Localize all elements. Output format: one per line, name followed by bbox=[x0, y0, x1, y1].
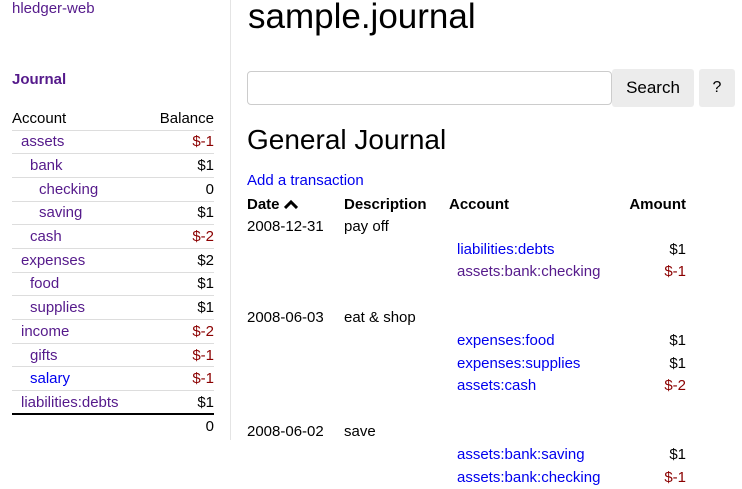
posting-account[interactable]: assets:cash bbox=[457, 377, 537, 395]
posting-account[interactable]: expenses:supplies bbox=[457, 354, 581, 372]
posting-row: liabilities:debts $1 bbox=[247, 238, 686, 261]
transaction-row: 2008-12-31 pay off bbox=[247, 215, 686, 238]
account-link[interactable]: income bbox=[21, 322, 70, 340]
posting-row: assets:cash $-2 bbox=[247, 375, 686, 398]
balance: $-1 bbox=[145, 342, 214, 367]
account-row: salary $-1 bbox=[12, 366, 214, 391]
amount-header: Amount bbox=[629, 195, 686, 213]
posting-row: expenses:food $1 bbox=[247, 329, 686, 352]
posting-account[interactable]: expenses:food bbox=[457, 331, 555, 349]
description: pay off bbox=[344, 217, 389, 235]
posting-row: expenses:supplies $1 bbox=[247, 352, 686, 375]
account-row: gifts $-1 bbox=[12, 342, 214, 367]
posting-amount: $1 bbox=[669, 331, 686, 349]
account-link[interactable]: checking bbox=[39, 180, 99, 198]
balance: $1 bbox=[145, 271, 214, 296]
account-row: income $-2 bbox=[12, 319, 214, 344]
posting-amount: $-1 bbox=[664, 263, 686, 281]
account-row: supplies $1 bbox=[12, 295, 214, 320]
account-row: bank $1 bbox=[12, 153, 214, 178]
search-button[interactable]: Search bbox=[612, 69, 694, 107]
sidebar: hledger-web Journal Account Balance asset… bbox=[0, 0, 231, 440]
add-transaction-link[interactable]: Add a transaction bbox=[247, 172, 364, 189]
account-link[interactable]: bank bbox=[30, 157, 63, 175]
account-link[interactable]: gifts bbox=[30, 346, 58, 364]
date: 2008-06-03 bbox=[247, 309, 324, 327]
balance-table: Account Balance assets $-1 bank $1 checking… bbox=[12, 108, 214, 438]
balance: $1 bbox=[145, 390, 214, 415]
balance: $1 bbox=[145, 153, 214, 178]
date-header[interactable]: Date bbox=[247, 193, 344, 215]
account-row: assets $-1 bbox=[12, 129, 214, 154]
account-row: checking 0 bbox=[12, 176, 214, 202]
posting-account[interactable]: assets:bank:checking bbox=[457, 468, 601, 486]
account-link[interactable]: cash bbox=[30, 228, 62, 246]
account-link[interactable]: food bbox=[30, 275, 60, 293]
account-row: cash $-2 bbox=[12, 224, 214, 249]
account-link[interactable]: saving bbox=[39, 204, 83, 222]
balance-header: Balance bbox=[159, 110, 214, 128]
posting-amount: $1 bbox=[669, 240, 686, 258]
journal-table: Date Description Account Amount 2008-12-… bbox=[247, 193, 686, 489]
posting-amount: $1 bbox=[669, 445, 686, 463]
account-link[interactable]: expenses bbox=[21, 251, 86, 269]
account-link[interactable]: assets bbox=[21, 133, 65, 151]
account-row: food $1 bbox=[12, 271, 214, 296]
account-link[interactable]: supplies bbox=[30, 299, 86, 317]
caret-up-icon bbox=[283, 199, 298, 209]
balance: $1 bbox=[145, 200, 214, 225]
help-button[interactable]: ? bbox=[699, 69, 735, 107]
posting-account[interactable]: liabilities:debts bbox=[457, 240, 555, 258]
description-header: Description bbox=[344, 195, 427, 213]
brand-link[interactable]: hledger-web bbox=[12, 0, 95, 17]
posting-amount: $-2 bbox=[664, 377, 686, 395]
posting-account[interactable]: assets:bank:saving bbox=[457, 445, 585, 463]
balance: $-1 bbox=[145, 129, 214, 154]
date: 2008-06-02 bbox=[247, 423, 324, 441]
balance: $1 bbox=[145, 295, 214, 320]
posting-row: assets:bank:checking $-1 bbox=[247, 261, 686, 284]
balance: $-1 bbox=[145, 366, 214, 391]
balance: $-2 bbox=[145, 224, 214, 249]
account-row: expenses $2 bbox=[12, 247, 214, 273]
posting-row: assets:bank:saving $1 bbox=[247, 443, 686, 466]
account-header: Account bbox=[449, 195, 509, 213]
balance: $-2 bbox=[145, 319, 214, 344]
posting-amount: $-1 bbox=[664, 468, 686, 486]
journal-heading: General Journal bbox=[247, 124, 447, 155]
account-link[interactable]: salary bbox=[30, 370, 71, 388]
account-row: saving $1 bbox=[12, 200, 214, 225]
header-row: Date Description Account Amount bbox=[247, 193, 686, 215]
account-header: Account bbox=[12, 110, 67, 128]
balance: $2 bbox=[145, 247, 214, 273]
posting-row: assets:bank:checking $-1 bbox=[247, 466, 686, 489]
balance: 0 bbox=[145, 176, 214, 202]
journal-link[interactable]: Journal bbox=[12, 71, 67, 88]
posting-account[interactable]: assets:bank:checking bbox=[457, 263, 601, 281]
transaction-row: 2008-06-03 eat & shop bbox=[247, 306, 686, 329]
total-row: 0 bbox=[12, 413, 214, 438]
description: save bbox=[344, 423, 376, 441]
description: eat & shop bbox=[344, 309, 416, 327]
search-input[interactable] bbox=[247, 71, 612, 105]
posting-amount: $1 bbox=[669, 354, 686, 372]
date: 2008-12-31 bbox=[247, 217, 324, 235]
account-row: liabilities:debts $1 bbox=[12, 390, 214, 415]
transaction-row: 2008-06-02 save bbox=[247, 420, 686, 443]
total-balance: 0 bbox=[145, 413, 214, 438]
account-link[interactable]: liabilities:debts bbox=[21, 393, 119, 411]
page-title: sample.journal bbox=[248, 0, 476, 36]
